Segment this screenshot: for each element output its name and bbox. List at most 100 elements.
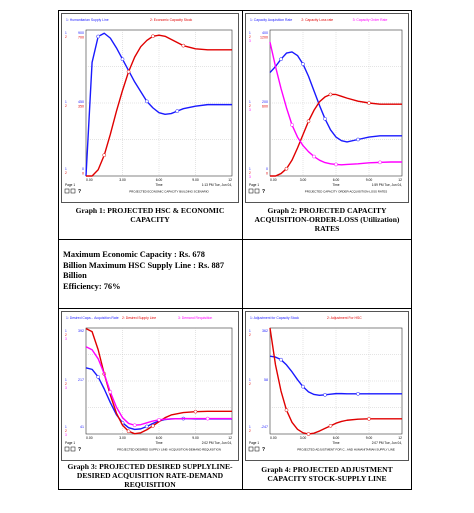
g3-series-1-point-2 xyxy=(96,375,101,379)
g2-axis-marker-mid-2: 2 xyxy=(249,104,251,108)
g3-legend-1: 1: Desired Capa... Acquisition Rate xyxy=(66,316,119,320)
g1-yaxis-label-top: 900 xyxy=(78,31,84,35)
lock-icon[interactable] xyxy=(254,446,260,452)
g1-footer-clock: 1:13 PM Tue, Jun 04, xyxy=(202,183,232,187)
grid-divider-vertical xyxy=(242,11,243,489)
summary-line-3: Billion xyxy=(63,271,87,280)
g2-axis-marker-bot-3: 3 xyxy=(249,175,251,179)
g4-footer-clock: 2:07 PM Tue, Jun 04, xyxy=(372,441,402,445)
graph-1-caption: Graph 1: PROJECTED HSC & ECONOMIC CAPACI… xyxy=(75,206,225,224)
g2-yaxis-label2-bot: 0 xyxy=(266,172,268,176)
help-icon[interactable]: ? xyxy=(78,447,81,453)
g1-xtick-3: 9.00 xyxy=(192,178,199,182)
g1-series-2-line xyxy=(86,34,232,177)
g2-series-1-point-15 xyxy=(356,137,360,142)
g2-series-2-point-11 xyxy=(328,92,333,97)
lock-icon[interactable] xyxy=(70,188,76,194)
g2-xtick-2: 6.00 xyxy=(333,178,340,182)
g2-series-2-point-7 xyxy=(306,119,311,124)
g3-axis-marker-bot-1: 1 xyxy=(65,425,67,429)
g4-series-2-point-3 xyxy=(284,408,289,413)
g3-series-3-point-12 xyxy=(157,417,161,422)
g4-footer-page: Page 1 xyxy=(249,441,259,445)
summary-cell: Maximum Economic Capacity : Rs. 678 Bill… xyxy=(59,240,242,308)
g3-footer-scenario: PROJECTED DESIRED SUPPLY LINE- ACQUISITI… xyxy=(117,448,221,452)
page-icon[interactable] xyxy=(64,188,70,194)
g2-axis-marker-bot-2: 2 xyxy=(249,171,251,175)
g3-xtick-4: 12 xyxy=(228,436,232,440)
g1-xtick-0: 0.00 xyxy=(86,178,93,182)
g4-axis-marker-bot-1: 1 xyxy=(249,425,251,429)
g3-svg: 1: Desired Capa... Acquisition Rate 2: De… xyxy=(64,316,233,453)
g4-axis-marker-mid-2: 2 xyxy=(249,382,251,386)
g2-footer-clock: 1:59 PM Tue, Jun 04, xyxy=(372,183,402,187)
g4-axis-marker-mid-1: 1 xyxy=(249,378,251,382)
help-icon[interactable]: ? xyxy=(262,189,265,195)
graph-2-plot: 1: Capacity Acquisition Rate 2: Capacity … xyxy=(245,13,409,203)
g2-series-3-point-4 xyxy=(290,123,294,127)
g1-series-2-point-7 xyxy=(126,69,131,74)
graph-3-cell: 1: Desired Capa... Acquisition Rate 2: De… xyxy=(59,309,242,489)
help-icon[interactable]: ? xyxy=(78,189,81,195)
g3-axis-marker-top-1: 1 xyxy=(65,329,67,333)
g2-svg: 1: Capacity Acquisition Rate 2: Capacity … xyxy=(248,18,403,195)
g3-series-3-point-8 xyxy=(132,423,137,428)
g2-series-1-point-2 xyxy=(279,57,283,62)
g3-axis-marker-mid-2: 2 xyxy=(65,382,67,386)
g3-xtick-2: 6.00 xyxy=(156,436,163,440)
page-icon[interactable] xyxy=(64,446,70,452)
g4-xtick-2: 6.00 xyxy=(333,436,340,440)
graph-2-cell: 1: Capacity Acquisition Rate 2: Capacity … xyxy=(243,11,411,239)
g2-footer-time-label: Time xyxy=(333,183,340,187)
g2-series-1-point-10 xyxy=(323,116,327,121)
g1-axis-marker-mid-1: 1 xyxy=(65,100,67,104)
g2-series-3-point-8 xyxy=(312,154,316,159)
g3-xtick-0: 0.00 xyxy=(86,436,93,440)
g2-series-2-point-3 xyxy=(284,166,289,171)
lock-icon[interactable] xyxy=(254,188,260,194)
g2-yaxis-label-mid: 200 xyxy=(262,100,268,104)
g3-xtick-3: 9.00 xyxy=(192,436,199,440)
g3-axis-marker-bot-2: 2 xyxy=(65,429,67,433)
g3-series-2-point-16 xyxy=(193,409,198,414)
g2-xtick-1: 3.00 xyxy=(300,178,307,182)
g4-footer-time-label: Time xyxy=(333,441,340,445)
page-icon[interactable] xyxy=(248,446,254,452)
g2-xtick-0: 0.00 xyxy=(270,178,277,182)
g1-series-1-point-10 xyxy=(144,99,149,104)
g4-series-1-point-2 xyxy=(279,357,283,362)
g4-footer-scenario: PROJECTED ADJUSTMENT FOR C...AND HUMANIT… xyxy=(297,448,395,452)
g2-yaxis-label-top: 400 xyxy=(262,31,268,35)
g3-yaxis-label-bot: 41 xyxy=(80,425,84,429)
g3-xtick-1: 3.00 xyxy=(119,436,126,440)
g3-yaxis-label-top: 392 xyxy=(78,329,84,333)
g2-footer-page: Page 1 xyxy=(249,183,259,187)
g1-xtick-2: 6.00 xyxy=(156,178,163,182)
g2-series-1-point-6 xyxy=(301,62,305,66)
g4-axis-marker-top-1: 1 xyxy=(249,329,251,333)
g2-footer-scenario: PROJECTED CAPACITY ORDER-ACQUISITION-LOS… xyxy=(305,190,387,194)
g1-series-1-point-2 xyxy=(96,34,101,39)
g1-svg: 1: Humanitarian Supply Line 2: Economic C… xyxy=(64,18,233,195)
g1-axis-marker-bot-2: 2 xyxy=(65,171,67,175)
g1-legend-1: 1: Humanitarian Supply Line xyxy=(66,18,109,22)
g2-axis-marker-top-2: 2 xyxy=(249,35,251,39)
g4-xtick-4: 12 xyxy=(398,436,402,440)
g4-series-2-point-16 xyxy=(367,417,371,421)
page-icon[interactable] xyxy=(248,188,254,194)
g4-axis-marker-bot-2: 2 xyxy=(249,429,251,433)
g1-footer-scenario: PROJECTED ECONOMIC CAPACITY BUILDING SCE… xyxy=(129,190,209,194)
lock-icon[interactable] xyxy=(70,446,76,452)
graph-4-plot: 1: Adjustment for Capacity Stock 2: Adjus… xyxy=(245,311,409,461)
graph-4-caption: Graph 4: PROJECTED ADJUSTMENT CAPACITY S… xyxy=(261,465,393,483)
graph-3-plot: 1: Desired Capa... Acquisition Rate 2: De… xyxy=(61,311,239,461)
summary-line-1: Maximum Economic Capacity : Rs. 678 xyxy=(63,250,205,259)
g4-yaxis-label-top: 362 xyxy=(262,329,268,333)
g2-axis-marker-bot-1: 1 xyxy=(249,167,251,171)
help-icon[interactable]: ? xyxy=(262,447,265,453)
g1-axis-marker-top-2: 2 xyxy=(65,35,67,39)
g4-xtick-1: 3.00 xyxy=(300,436,307,440)
g3-series-3-point-4 xyxy=(108,390,113,394)
g2-xtick-4: 12 xyxy=(398,178,402,182)
g3-axis-marker-mid-3: 3 xyxy=(65,386,67,390)
